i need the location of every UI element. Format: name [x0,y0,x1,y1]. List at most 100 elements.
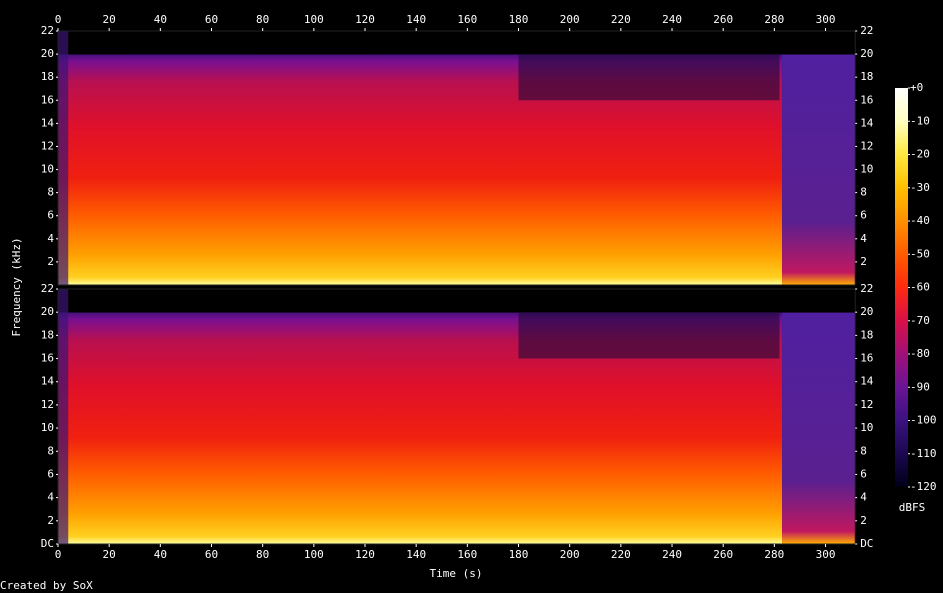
y-tick-label: 14 [41,116,55,129]
y-tick-label: 8 [47,444,54,457]
y-tick-label-right: 16 [860,93,873,106]
x-tick-label: 40 [154,548,167,561]
y-tick-label: 12 [41,139,54,152]
x-tick-label-top: 120 [355,13,375,26]
colorbar-tick-label: +0 [910,81,923,94]
spectrogram-dark-band [518,54,780,101]
colorbar-tick-label: -80 [910,347,930,360]
x-tick-label-top: 140 [406,13,426,26]
x-tick-label-top: 80 [256,13,269,26]
colorbar [895,88,908,487]
y-tick-label-right: 10 [860,421,873,434]
y-tick-label: 6 [47,467,54,480]
x-tick-label-top: 100 [304,13,324,26]
y-tick-label-right: 6 [860,209,867,222]
y-tick-label-right: 6 [860,467,867,480]
y-tick-label: 16 [41,352,54,365]
y-tick-label: 22 [41,282,54,295]
y-tick-label-right: 20 [860,305,873,318]
colorbar-tick-label: -60 [910,281,930,294]
y-tick-label: 20 [41,305,54,318]
colorbar-tick-label: -70 [910,314,930,327]
x-tick-label: 260 [713,548,733,561]
plot-frame [57,30,856,286]
colorbar-tick-label: -20 [910,148,930,161]
x-tick-label: 60 [205,548,218,561]
spectrogram-tail [782,289,856,544]
spectrogram-fade [58,289,69,544]
x-tick-label: 220 [611,548,631,561]
y-tick-label: 20 [41,47,54,60]
x-tick-label-top: 0 [55,13,62,26]
colorbar-tick-label: -30 [910,181,930,194]
x-tick-label-top: 200 [560,13,580,26]
x-tick-label-top: 260 [713,13,733,26]
y-tick-label: 18 [41,70,54,83]
y-tick-label: 12 [41,398,54,411]
x-tick-label-top: 20 [103,13,116,26]
colorbar-tick-label: -110 [910,447,937,460]
footer: Created by SoX [0,579,93,592]
spectrogram-fade [58,31,69,285]
colorbar-tick-label: -50 [910,247,930,260]
x-tick-label: 200 [560,548,580,561]
y-tick-label-right: 22 [860,282,873,295]
x-axis-label: Time (s) [430,567,483,580]
colorbar-tick-label: -40 [910,214,930,227]
y-tick-label: 6 [47,209,54,222]
colorbar-tick-label: -120 [910,480,937,493]
y-tick-label: DC [41,537,54,550]
x-tick-label: 100 [304,548,324,561]
colorbar-tick-label: -90 [910,380,930,393]
y-tick-label: 14 [41,375,55,388]
x-tick-label: 180 [509,548,529,561]
y-tick-label-right: 12 [860,139,873,152]
colorbar-label: dBFS [899,501,926,514]
plot-frame [57,288,856,545]
y-tick-label: 10 [41,421,54,434]
x-tick-label: 120 [355,548,375,561]
x-tick-label-top: 280 [764,13,784,26]
x-tick-label-top: 180 [509,13,529,26]
colorbar-tick-label: -100 [910,414,937,427]
y-tick-label-right: 2 [860,514,867,527]
y-tick-label-right: 8 [860,186,867,199]
y-tick-label-right: 16 [860,352,873,365]
y-tick-label-right: 4 [860,491,867,504]
y-tick-label: 10 [41,163,54,176]
spectrogram-tail [782,31,856,285]
y-tick-label: 4 [47,232,54,245]
y-tick-label-right: 10 [860,163,873,176]
y-tick-label-right: 12 [860,398,873,411]
y-tick-label-right: 14 [860,116,874,129]
y-tick-label-right: 8 [860,444,867,457]
y-tick-label-right: 4 [860,232,867,245]
y-tick-label: 8 [47,186,54,199]
x-tick-label-top: 160 [457,13,477,26]
x-tick-label: 140 [406,548,426,561]
y-tick-label-right: DC [860,537,873,550]
x-tick-label: 300 [816,548,836,561]
y-tick-label: 22 [41,24,54,37]
y-tick-label: 4 [47,491,54,504]
x-tick-label: 240 [662,548,682,561]
y-tick-label: 18 [41,328,54,341]
x-tick-label-top: 220 [611,13,631,26]
colorbar-tick-label: -10 [910,114,930,127]
y-tick-label-right: 20 [860,47,873,60]
y-tick-label-right: 22 [860,24,873,37]
x-tick-label: 0 [55,548,62,561]
x-tick-label: 80 [256,548,269,561]
x-tick-label: 20 [103,548,116,561]
y-tick-label-right: 18 [860,328,873,341]
x-tick-label-top: 60 [205,13,218,26]
x-tick-label: 280 [764,548,784,561]
y-tick-label-right: 18 [860,70,873,83]
y-tick-label: 2 [47,255,54,268]
x-tick-label-top: 240 [662,13,682,26]
y-tick-label: 2 [47,514,54,527]
y-tick-label: 16 [41,93,54,106]
y-axis-label: Frequency (kHz) [10,237,23,336]
x-tick-label: 160 [457,548,477,561]
